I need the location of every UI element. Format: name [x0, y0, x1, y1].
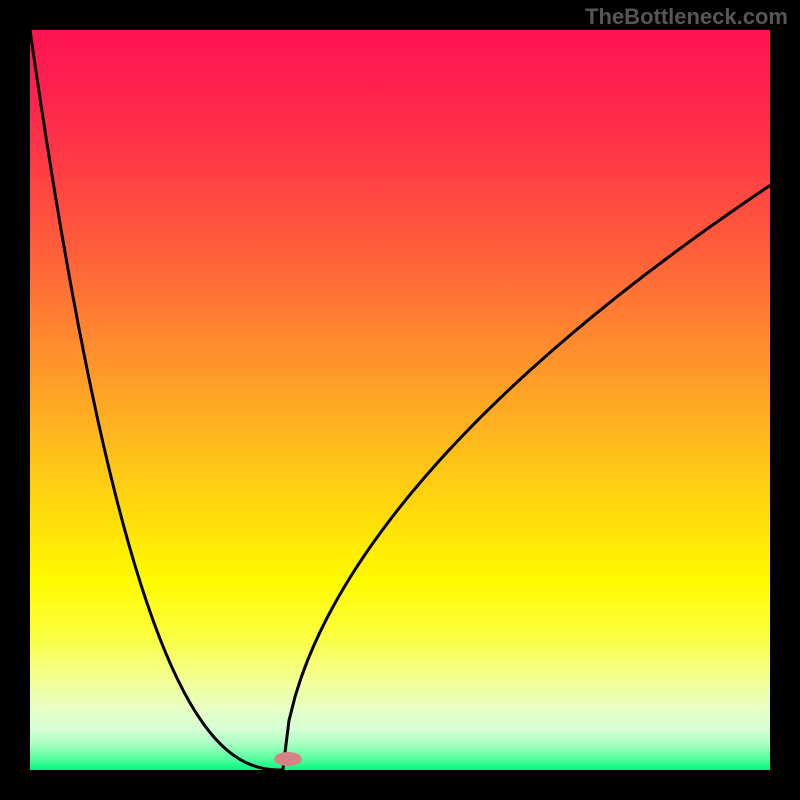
optimum-marker [274, 752, 302, 766]
plot-area [30, 30, 770, 770]
bottleneck-curve [30, 30, 770, 770]
chart-container: TheBottleneck.com [0, 0, 800, 800]
watermark-text: TheBottleneck.com [585, 4, 788, 30]
curve-path [30, 30, 770, 770]
